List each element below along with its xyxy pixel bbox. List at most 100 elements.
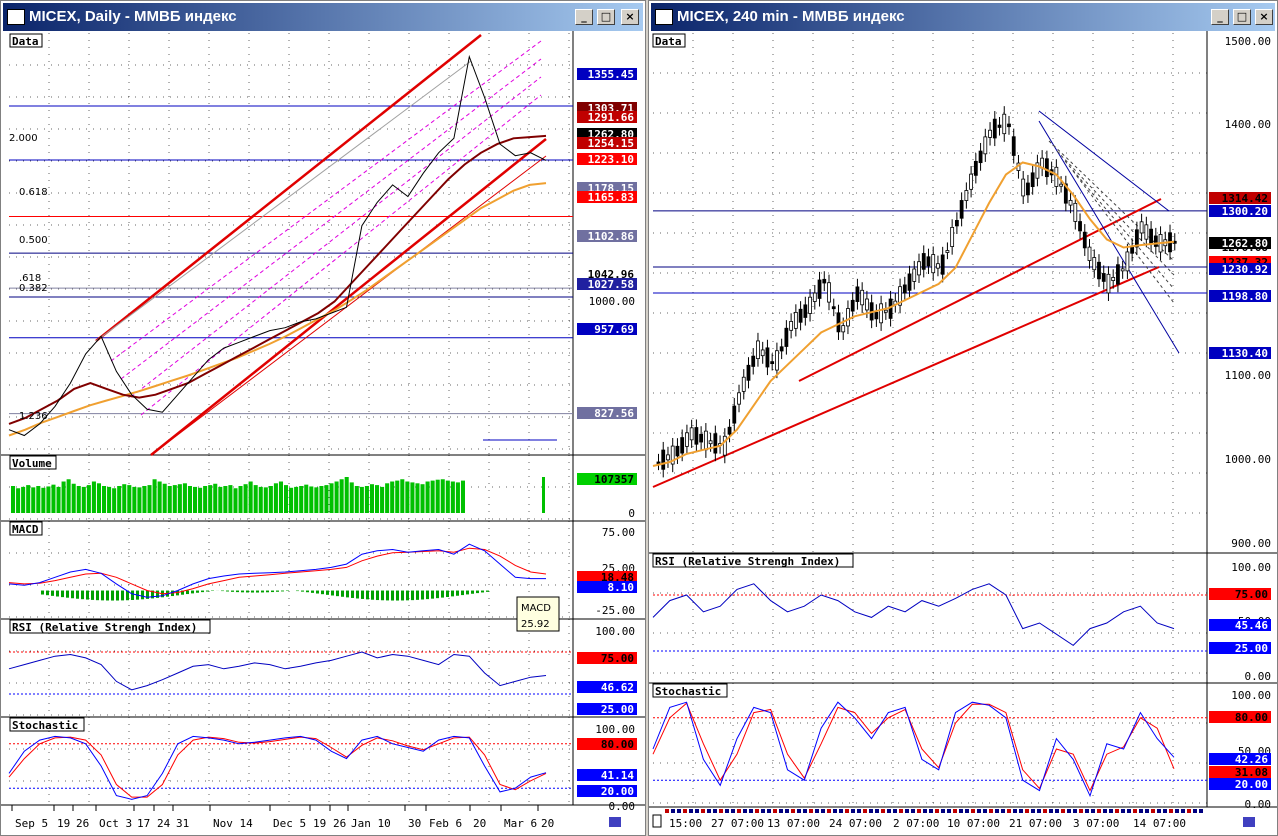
session-marker xyxy=(893,809,897,813)
minimize-button[interactable]: _ xyxy=(575,9,593,25)
stoch-axis-label: 0.00 xyxy=(1245,798,1272,811)
rsi-tag: 75.00 xyxy=(601,652,634,665)
candle-body xyxy=(1002,113,1007,135)
stoch-axis-label: 0.00 xyxy=(609,800,636,813)
pane-label-stochastic: Stochastic xyxy=(12,719,78,732)
channel-upper xyxy=(95,34,482,342)
left-chart-window[interactable]: MICEX, Daily - ММВБ индекс _ □ × Data Vol… xyxy=(0,0,646,836)
right-window-title: MICEX, 240 min - ММВБ индекс xyxy=(677,8,905,25)
x-axis-label: Feb 6 xyxy=(429,817,462,830)
macd-histogram-bar xyxy=(246,590,249,593)
session-marker xyxy=(755,809,759,813)
pane-label-macd: MACD xyxy=(12,523,39,536)
macd-axis-label: 75.00 xyxy=(602,526,635,539)
volume-bar xyxy=(177,484,182,513)
candle-body xyxy=(959,200,964,219)
session-marker xyxy=(1169,809,1173,813)
macd-histogram-bar xyxy=(326,590,329,595)
macd-histogram-bar xyxy=(376,590,379,601)
candle-body xyxy=(675,445,680,457)
candle-body xyxy=(708,440,713,445)
candle-body xyxy=(921,253,926,270)
price-tag-bg xyxy=(1209,192,1271,204)
session-marker xyxy=(917,809,921,813)
volume-bar xyxy=(385,483,390,513)
price-tag: 1230.92 xyxy=(1222,263,1268,276)
macd-histogram-bar xyxy=(186,590,189,595)
session-marker xyxy=(1145,809,1149,813)
session-marker xyxy=(905,809,909,813)
price-tag-bg xyxy=(1209,237,1271,249)
session-marker xyxy=(911,809,915,813)
volume-bar xyxy=(354,486,359,513)
session-marker xyxy=(851,809,855,813)
session-marker xyxy=(665,809,669,813)
x-axis-label: 20 xyxy=(473,817,486,830)
macd-histogram-bar xyxy=(321,590,324,595)
right-chart-window[interactable]: MICEX, 240 min - ММВБ индекс _ □ × Data R… xyxy=(648,0,1278,836)
candle-body xyxy=(1106,273,1111,294)
candle-body xyxy=(850,299,855,312)
candle-body xyxy=(1101,273,1106,282)
x-axis-label: 19 xyxy=(57,817,70,830)
rsi-tag-bg xyxy=(577,681,637,693)
minimize-button[interactable]: _ xyxy=(1211,9,1229,25)
right-chart-canvas[interactable]: Data RSI (Relative Strengh Index) Stochast… xyxy=(649,31,1277,835)
macd-tag: 18.48 xyxy=(601,571,634,584)
volume-bar xyxy=(410,482,415,513)
macd-histogram-bar xyxy=(351,590,354,598)
candle-body xyxy=(827,282,831,303)
candle-body xyxy=(732,405,737,424)
macd-histogram-bar xyxy=(181,590,184,595)
volume-bar xyxy=(349,482,354,513)
session-marker xyxy=(887,809,891,813)
close-button[interactable]: × xyxy=(621,9,639,25)
scroll-handle xyxy=(652,814,662,828)
macd-histogram-bar xyxy=(361,590,364,599)
session-marker xyxy=(1073,809,1077,813)
price-axis-label: 900.00 xyxy=(1231,537,1271,550)
candle-body xyxy=(954,220,959,227)
maximize-button[interactable]: □ xyxy=(1233,9,1251,25)
candle-body xyxy=(978,150,983,164)
left-titlebar[interactable]: MICEX, Daily - ММВБ индекс _ □ × xyxy=(3,3,643,31)
volume-bar xyxy=(344,477,349,513)
macd-histogram-bar xyxy=(276,590,279,592)
volume-bar xyxy=(187,486,192,513)
pane-label-box xyxy=(652,33,686,48)
pane-label-data: Data xyxy=(12,35,39,48)
stoch-tag: 31.08 xyxy=(1235,766,1268,779)
fan-line xyxy=(1064,160,1175,290)
volume-bar xyxy=(228,485,233,513)
right-titlebar[interactable]: MICEX, 240 min - ММВБ индекс _ □ × xyxy=(651,3,1275,31)
volume-bar xyxy=(430,480,435,513)
macd-histogram-bar xyxy=(466,590,469,595)
stoch-tag: 20.00 xyxy=(1235,778,1268,791)
candle-body xyxy=(741,376,746,392)
candle-body xyxy=(936,263,940,269)
x-axis-label: 10 07:00 xyxy=(947,817,1000,830)
volume-bar xyxy=(107,486,112,513)
rsi-line xyxy=(8,651,547,691)
session-marker xyxy=(1199,809,1203,813)
left-chart-canvas[interactable]: Data Volume MACD RSI (Relative Strengh Inde… xyxy=(1,31,645,835)
session-marker xyxy=(935,809,939,813)
session-marker xyxy=(725,809,729,813)
macd-histogram-bar xyxy=(151,590,154,599)
pane-label-stochastic: Stochastic xyxy=(655,685,721,698)
macd-histogram-bar xyxy=(226,590,229,592)
session-marker xyxy=(719,809,723,813)
session-marker xyxy=(965,809,969,813)
session-marker xyxy=(791,809,795,813)
macd-histogram-bar xyxy=(76,590,79,599)
candle-body xyxy=(992,118,997,139)
rsi-tag: 25.00 xyxy=(601,703,634,716)
candle-body xyxy=(808,296,812,314)
volume-bar xyxy=(31,487,36,513)
maximize-button[interactable]: □ xyxy=(597,9,615,25)
x-axis-label: Oct 3 xyxy=(99,817,132,830)
volume-bar xyxy=(324,485,329,513)
close-button[interactable]: × xyxy=(1255,9,1273,25)
session-marker xyxy=(1193,809,1197,813)
macd-histogram-bar xyxy=(96,590,99,601)
